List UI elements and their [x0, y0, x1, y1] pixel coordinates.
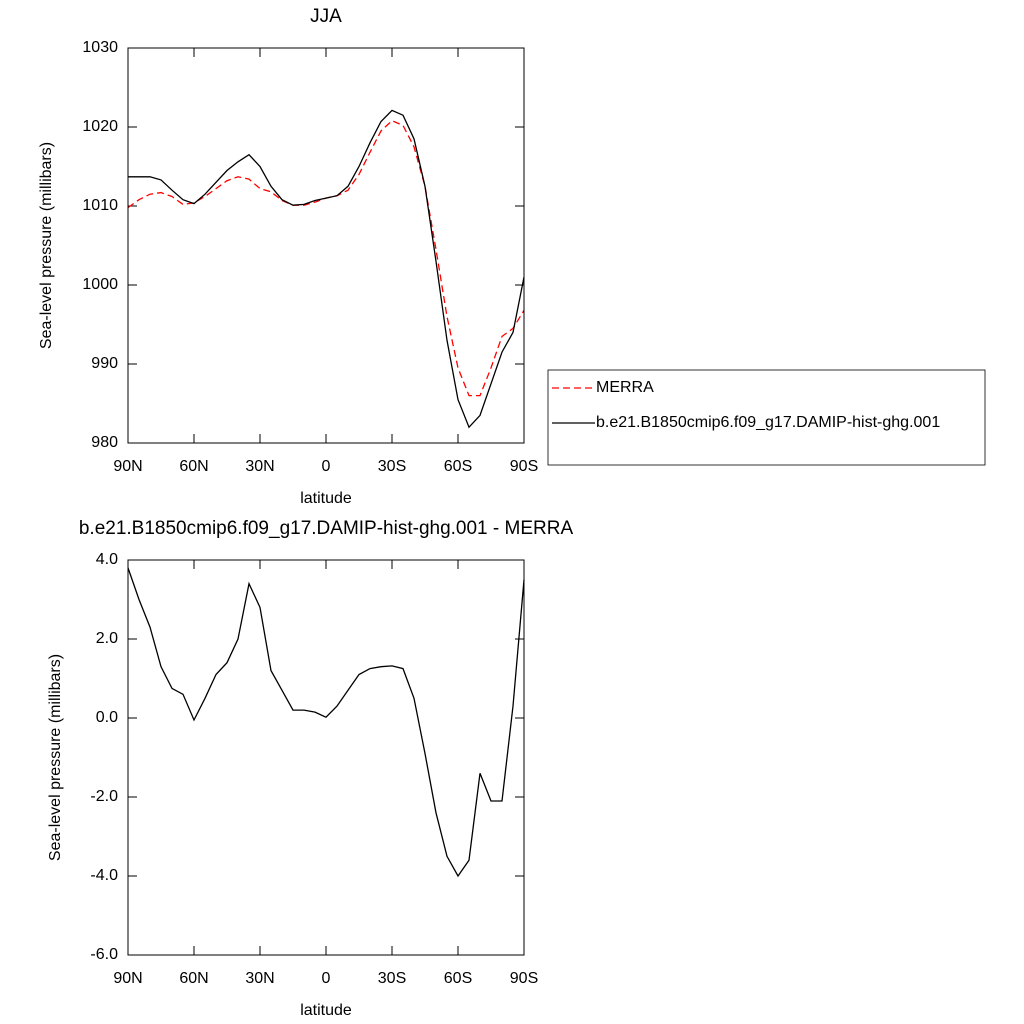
x-tick-label: 60S [444, 458, 472, 475]
x-tick-label: 60N [179, 970, 208, 987]
y-tick-label: -6.0 [90, 946, 118, 963]
y-tick-label: 1030 [82, 39, 118, 56]
y-axis-label: Sea-level pressure (millibars) [38, 142, 55, 349]
legend-box [547, 369, 986, 466]
x-tick-label: 90N [113, 970, 142, 987]
x-axis-label: latitude [300, 490, 352, 507]
x-tick-label: 0 [322, 970, 331, 987]
x-tick-label: 90N [113, 458, 142, 475]
x-tick-label: 60S [444, 970, 472, 987]
x-tick-label: 30N [245, 458, 274, 475]
y-tick-label: 0.0 [96, 709, 118, 726]
y-tick-label: 980 [91, 434, 118, 451]
y-tick-label: -4.0 [90, 867, 118, 884]
y-tick-label: 2.0 [96, 630, 118, 647]
y-tick-label: 1020 [82, 118, 118, 135]
x-axis-label: latitude [300, 1002, 352, 1019]
x-tick-label: 30N [245, 970, 274, 987]
x-tick-label: 90S [510, 970, 538, 987]
chart-title: JJA [310, 6, 342, 27]
y-axis-label: Sea-level pressure (millibars) [47, 654, 64, 861]
y-tick-label: -2.0 [90, 788, 118, 805]
x-tick-label: 60N [179, 458, 208, 475]
legend-label: MERRA [596, 379, 654, 396]
plot-frame [127, 47, 525, 444]
plot-frame [127, 559, 525, 956]
x-tick-label: 90S [510, 458, 538, 475]
data-line [127, 567, 525, 878]
chart-title: b.e21.B1850cmip6.f09_g17.DAMIP-hist-ghg.… [79, 518, 574, 539]
legend-label: b.e21.B1850cmip6.f09_g17.DAMIP-hist-ghg.… [596, 414, 940, 431]
y-tick-label: 990 [91, 355, 118, 372]
x-tick-label: 0 [322, 458, 331, 475]
y-tick-label: 1010 [82, 197, 118, 214]
y-tick-label: 1000 [82, 276, 118, 293]
data-line [128, 109, 525, 429]
x-tick-label: 30S [378, 970, 406, 987]
data-line [127, 119, 525, 397]
x-tick-label: 30S [378, 458, 406, 475]
y-tick-label: 4.0 [96, 551, 118, 568]
